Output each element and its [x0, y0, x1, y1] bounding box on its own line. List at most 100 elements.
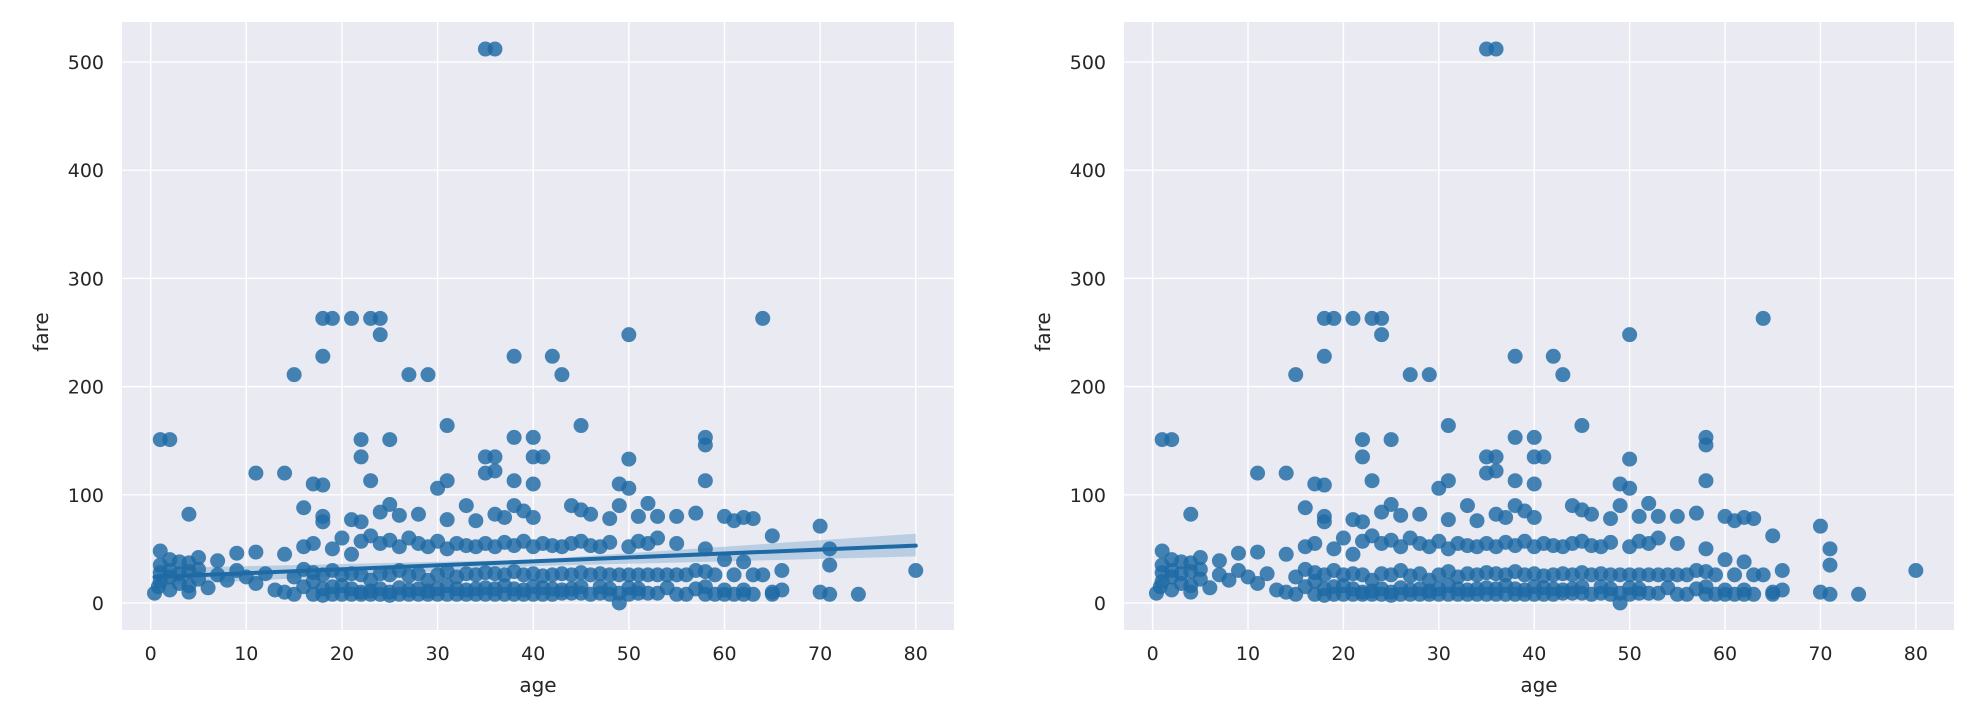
data-point	[439, 512, 455, 528]
data-point	[506, 348, 522, 364]
data-point	[630, 508, 646, 524]
scatter-plot-with-regression: 0 10 20 30 40 50 60 70 80 0 100 200 300 400 500 age fare	[29, 22, 954, 697]
x-tick-label: 50	[1618, 643, 1642, 665]
data-point	[755, 310, 771, 326]
data-point	[774, 582, 790, 598]
data-point	[363, 473, 379, 489]
data-point	[1650, 530, 1666, 546]
data-point	[1393, 539, 1409, 555]
y-tick-label: 300	[1070, 268, 1106, 290]
data-point	[1383, 497, 1399, 513]
data-point	[1316, 477, 1332, 493]
data-point	[1345, 546, 1361, 562]
data-point	[344, 310, 360, 326]
data-point	[468, 513, 484, 529]
data-point	[736, 554, 752, 570]
data-point	[525, 429, 541, 445]
data-point	[1393, 507, 1409, 523]
data-point	[506, 429, 522, 445]
points	[147, 41, 924, 611]
data-point	[669, 508, 685, 524]
data-point	[1669, 508, 1685, 524]
data-point	[1851, 586, 1867, 602]
data-point	[353, 432, 369, 448]
data-point	[755, 567, 771, 583]
data-point	[1622, 480, 1638, 496]
x-tick-label: 60	[1713, 643, 1737, 665]
data-point	[1440, 418, 1456, 434]
data-point	[745, 586, 761, 602]
data-point	[1812, 518, 1828, 534]
y-tick-label: 400	[68, 160, 104, 182]
data-point	[372, 327, 388, 343]
data-point	[1526, 476, 1542, 492]
data-point	[1355, 514, 1371, 530]
data-point	[1412, 506, 1428, 522]
data-point	[669, 535, 685, 551]
data-point	[1755, 310, 1771, 326]
y-tick-label: 100	[68, 485, 104, 507]
x-tick-label: 70	[808, 643, 832, 665]
data-point	[554, 367, 570, 383]
data-point	[602, 511, 618, 527]
data-point	[1631, 508, 1647, 524]
data-point	[1326, 541, 1342, 557]
data-point	[1164, 432, 1180, 448]
data-point	[286, 367, 302, 383]
data-point	[1908, 562, 1924, 578]
data-point	[191, 550, 207, 566]
x-tick-label: 70	[1808, 643, 1832, 665]
data-point	[1183, 506, 1199, 522]
data-point	[908, 562, 924, 578]
data-point	[497, 509, 513, 525]
x-tick-label: 80	[904, 643, 928, 665]
data-point	[1316, 514, 1332, 530]
data-point	[1383, 432, 1399, 448]
data-point	[1431, 480, 1447, 496]
data-point	[850, 586, 866, 602]
data-point	[152, 543, 168, 559]
data-point	[697, 437, 713, 453]
data-point	[1469, 513, 1485, 529]
data-point	[716, 552, 732, 568]
data-point	[1440, 512, 1456, 528]
x-tick-label: 30	[1427, 643, 1451, 665]
x-tick-label: 20	[1331, 643, 1355, 665]
y-tick-label: 500	[1070, 52, 1106, 74]
data-point	[458, 498, 474, 514]
data-point	[248, 544, 264, 560]
data-point	[200, 580, 216, 596]
data-point	[812, 518, 828, 534]
data-point	[1488, 41, 1504, 57]
data-point	[1259, 566, 1275, 582]
data-point	[305, 535, 321, 551]
data-point	[1374, 310, 1390, 326]
data-point	[229, 545, 245, 561]
data-point	[602, 534, 618, 550]
data-point	[1288, 367, 1304, 383]
data-point	[1230, 545, 1246, 561]
data-point	[1688, 505, 1704, 521]
data-point	[1307, 535, 1323, 551]
data-point	[611, 498, 627, 514]
data-point	[1822, 586, 1838, 602]
data-point	[1297, 500, 1313, 516]
data-point	[420, 367, 436, 383]
data-point	[401, 367, 417, 383]
data-point	[487, 463, 503, 479]
data-point	[439, 418, 455, 434]
data-point	[1250, 544, 1266, 560]
data-point	[1355, 432, 1371, 448]
data-point	[1211, 553, 1227, 569]
data-point	[1698, 437, 1714, 453]
data-point	[1459, 498, 1475, 514]
y-tick-label: 200	[68, 377, 104, 399]
y-axis-label: fare	[29, 312, 53, 351]
data-point	[1746, 586, 1762, 602]
data-point	[1364, 473, 1380, 489]
data-point	[688, 505, 704, 521]
data-point	[822, 586, 838, 602]
x-tick-label: 0	[145, 643, 157, 665]
data-point	[296, 500, 312, 516]
data-point	[1669, 535, 1685, 551]
